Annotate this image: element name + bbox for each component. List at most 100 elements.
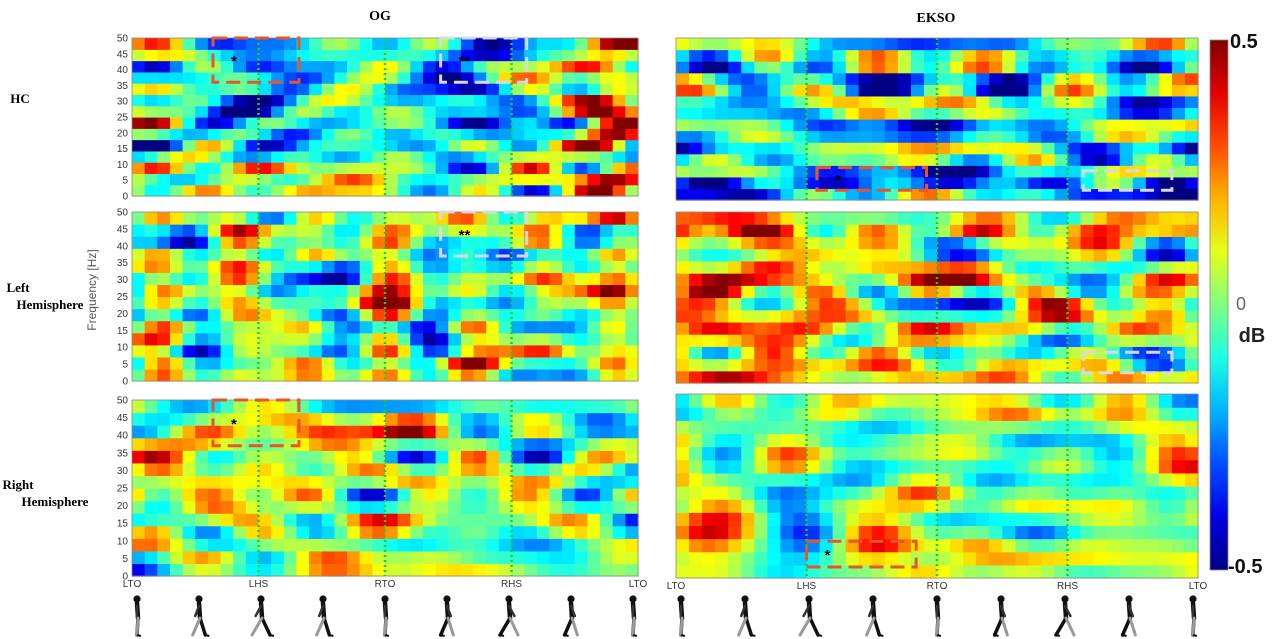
y-tick-label: 35 (117, 81, 129, 92)
heatmap-cell (245, 60, 260, 73)
heatmap-cell (207, 105, 222, 118)
heatmap-cell (741, 107, 755, 120)
heatmap-cell (1041, 564, 1056, 579)
heatmap-cell (422, 513, 437, 527)
heatmap-cell (296, 284, 310, 298)
heatmap-cell (937, 551, 951, 566)
heatmap-cell (233, 71, 247, 84)
heatmap-cell (989, 321, 1003, 335)
heatmap-cell (283, 60, 298, 73)
heatmap-cell (989, 420, 1003, 435)
heatmap-cell (460, 344, 475, 358)
heatmap-cell (574, 425, 588, 439)
heatmap-cell (689, 212, 703, 225)
heatmap-cell (897, 499, 912, 513)
heatmap-cell (220, 139, 234, 152)
heatmap-cell (536, 248, 551, 261)
heatmap-cell (536, 425, 551, 439)
heatmap-cell (549, 162, 563, 175)
heatmap-cell (536, 236, 551, 249)
heatmap-cell (195, 344, 209, 358)
walking-person-icon (562, 595, 579, 637)
heatmap-cell (937, 72, 951, 85)
heatmap-cell (689, 153, 703, 166)
heatmap-cell (1145, 334, 1160, 347)
heatmap-cell (1158, 420, 1173, 435)
heatmap-cell (858, 394, 873, 408)
heatmap-cell (819, 285, 834, 299)
heatmap-cell (1093, 407, 1108, 421)
heatmap-cell (612, 260, 626, 273)
heatmap-cell (676, 224, 690, 238)
heatmap-cell (976, 224, 990, 238)
heatmap-cell (524, 344, 538, 358)
heatmap-cell (793, 370, 808, 384)
heatmap-cell (157, 71, 171, 84)
heatmap-cell (976, 248, 990, 262)
heatmap-cell (271, 488, 285, 502)
heatmap-cell (144, 71, 158, 84)
heatmap-cell (1067, 188, 1082, 201)
heatmap-cell (157, 260, 171, 273)
heatmap-cell (1145, 538, 1160, 553)
heatmap-cell (182, 71, 196, 84)
heatmap-cell (157, 538, 171, 552)
heatmap-cell (359, 450, 373, 464)
heatmap-cell (871, 459, 886, 474)
heatmap-cell (963, 358, 977, 372)
heatmap-cell (728, 236, 742, 250)
heatmap-cell (283, 412, 298, 426)
heatmap-cell (806, 153, 821, 166)
heatmap-cell (486, 320, 500, 334)
heatmap-cell (410, 260, 424, 273)
heatmap-cell (625, 150, 639, 163)
heatmap-cell (486, 117, 500, 129)
heatmap-cell (574, 184, 588, 197)
heatmap-cell (1067, 142, 1082, 155)
heatmap-cell (271, 400, 285, 414)
heatmap-cell (524, 437, 538, 451)
heatmap-cell (562, 296, 576, 310)
heatmap-cell (1015, 49, 1029, 62)
heatmap-cell (347, 488, 361, 502)
heatmap-cell (1054, 551, 1069, 566)
heatmap-cell (486, 60, 500, 73)
heatmap-cell (728, 309, 742, 323)
heatmap-cell (1184, 107, 1199, 120)
heatmap-cell (625, 538, 639, 552)
heatmap-cell (359, 563, 373, 577)
heatmap-cell (819, 260, 834, 274)
heatmap-cell (1054, 84, 1069, 97)
heatmap-cell (780, 130, 795, 143)
heatmap-cell (372, 184, 386, 197)
heatmap-cell (258, 308, 272, 322)
heatmap-cell (937, 512, 951, 527)
heatmap-cell (169, 184, 184, 197)
heatmap-cell (767, 285, 781, 299)
heatmap-cell (702, 499, 716, 513)
heatmap-cell (169, 308, 184, 322)
heatmap-cell (1028, 297, 1042, 311)
heatmap-cell (169, 332, 184, 346)
heatmap-cell (574, 105, 588, 118)
heatmap-cell (1002, 176, 1016, 190)
heatmap-cell (574, 173, 588, 186)
heatmap-cell (448, 94, 462, 107)
heatmap-cell (1015, 95, 1029, 109)
heatmap-cell (233, 83, 247, 96)
heatmap-cell (397, 71, 411, 84)
heatmap-cell (321, 71, 335, 84)
heatmap-cell (1145, 260, 1160, 274)
heatmap-cell (207, 332, 222, 346)
heatmap-cell (486, 272, 500, 286)
heatmap-cell (728, 285, 742, 299)
heatmap-cell (157, 117, 171, 129)
heatmap-cell (245, 563, 260, 577)
heatmap-cell (524, 184, 538, 197)
heatmap-cell (169, 538, 184, 552)
heatmap-cell (321, 550, 335, 565)
heatmap-cell (806, 130, 821, 143)
heatmap-cell (283, 248, 298, 261)
heatmap-cell (422, 212, 437, 225)
heatmap-cell (1002, 212, 1016, 225)
